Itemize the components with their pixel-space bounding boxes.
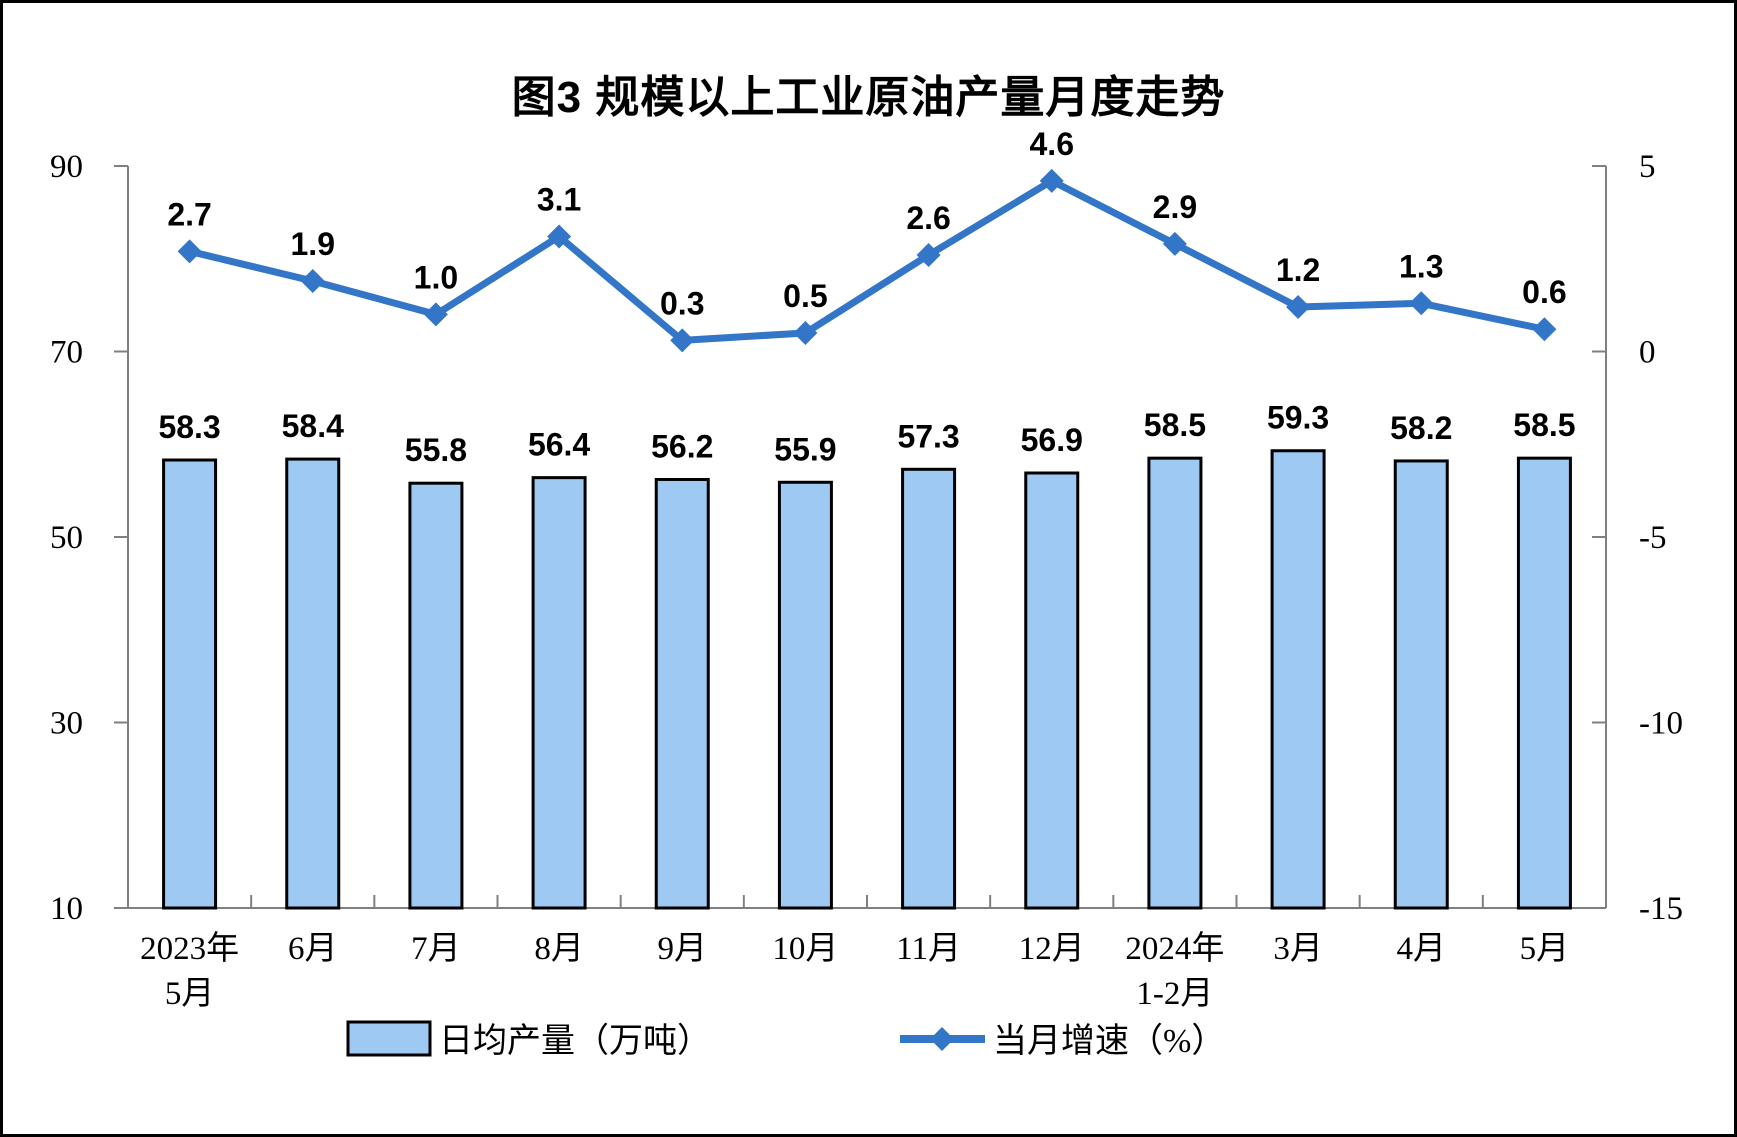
chart-title: 图3 规模以上工业原油产量月度走势 — [511, 73, 1226, 122]
bar — [285, 457, 341, 910]
growth-value-label: 2.9 — [1153, 189, 1197, 225]
growth-marker — [1286, 294, 1311, 319]
bar — [1516, 456, 1572, 910]
growth-value-label: 0.6 — [1522, 274, 1566, 310]
left-axis-tick-label: 10 — [50, 891, 83, 927]
chart-legend: 日均产量（万吨） 当月增速（%） — [346, 1020, 1225, 1060]
legend-bar-label: 日均产量（万吨） — [439, 1022, 711, 1060]
x-axis-label: 1-2月 — [1136, 976, 1213, 1012]
bar-value-label: 56.9 — [1021, 422, 1083, 458]
bar-value-label: 58.5 — [1144, 407, 1206, 443]
left-axis-tick-label: 70 — [50, 335, 83, 371]
growth-value-label: 1.2 — [1276, 252, 1320, 288]
growth-marker — [1162, 231, 1187, 256]
bar — [777, 480, 833, 910]
growth-value-label: 4.6 — [1030, 126, 1074, 162]
bar — [901, 467, 957, 910]
growth-value-label: 1.9 — [291, 226, 335, 262]
x-axis-label: 8月 — [534, 931, 584, 967]
growth-marker — [177, 239, 202, 264]
bar-value-label: 59.3 — [1267, 400, 1329, 436]
bar — [531, 476, 587, 910]
right-axis-tick-label: -5 — [1639, 520, 1667, 556]
bar-value-label: 58.3 — [158, 409, 220, 445]
growth-marker — [793, 320, 818, 345]
growth-value-label: 0.3 — [660, 285, 704, 321]
growth-value-label: 1.0 — [414, 259, 458, 295]
right-axis-tick-label: 5 — [1639, 149, 1656, 185]
left-axis-tick-label: 90 — [50, 149, 83, 185]
right-axis-tick-label: 0 — [1639, 335, 1656, 371]
bar — [1024, 471, 1080, 910]
x-axis-label: 10月 — [772, 931, 838, 967]
x-axis-label: 5月 — [165, 976, 215, 1012]
bar-value-label: 58.5 — [1513, 407, 1575, 443]
x-axis-label: 2024年 — [1125, 930, 1224, 967]
left-axis-tick-label: 30 — [50, 706, 83, 742]
bar — [162, 458, 218, 910]
growth-marker — [300, 269, 325, 294]
x-axis-label: 9月 — [658, 931, 708, 967]
right-axis-tick-label: -10 — [1639, 706, 1683, 742]
growth-marker — [423, 302, 448, 327]
left-axis-tick-label: 50 — [50, 520, 83, 556]
bar-value-label: 56.4 — [528, 427, 590, 463]
x-axis-label: 3月 — [1273, 931, 1323, 967]
x-axis-label: 6月 — [288, 931, 338, 967]
bar — [654, 477, 710, 910]
growth-value-label: 3.1 — [537, 181, 581, 217]
growth-line — [186, 177, 1548, 344]
bar-value-label: 55.9 — [774, 431, 836, 467]
growth-marker — [1039, 168, 1064, 193]
legend-bar-swatch — [346, 1020, 432, 1057]
bar — [1270, 449, 1326, 910]
x-axis-label: 5月 — [1520, 931, 1570, 967]
bar-value-label: 57.3 — [897, 418, 959, 454]
bar-value-label: 58.2 — [1390, 410, 1452, 446]
bar-value-label: 56.2 — [651, 428, 713, 464]
growth-value-label: 2.6 — [906, 200, 950, 236]
bar — [1147, 456, 1203, 910]
growth-marker — [1532, 317, 1557, 342]
growth-marker — [1409, 291, 1434, 316]
x-axis-label: 12月 — [1019, 931, 1085, 967]
right-axis-tick-label: -15 — [1639, 891, 1683, 927]
legend-line-marker-icon — [930, 1027, 954, 1051]
growth-marker — [670, 328, 695, 353]
bar — [1393, 459, 1449, 910]
x-axis-label: 4月 — [1397, 931, 1447, 967]
legend-line-label: 当月增速（%） — [993, 1022, 1225, 1060]
bar — [408, 481, 464, 910]
bar-value-label: 58.4 — [282, 408, 344, 444]
x-axis-label: 11月 — [896, 931, 961, 967]
growth-marker — [916, 243, 941, 268]
growth-value-label: 1.3 — [1399, 248, 1443, 284]
x-axis-label: 2023年 — [140, 930, 239, 967]
x-axis-label: 7月 — [411, 931, 461, 967]
growth-marker — [547, 224, 572, 249]
growth-value-label: 0.5 — [783, 278, 827, 314]
growth-value-label: 2.7 — [167, 196, 211, 232]
bar-value-label: 55.8 — [405, 432, 467, 468]
